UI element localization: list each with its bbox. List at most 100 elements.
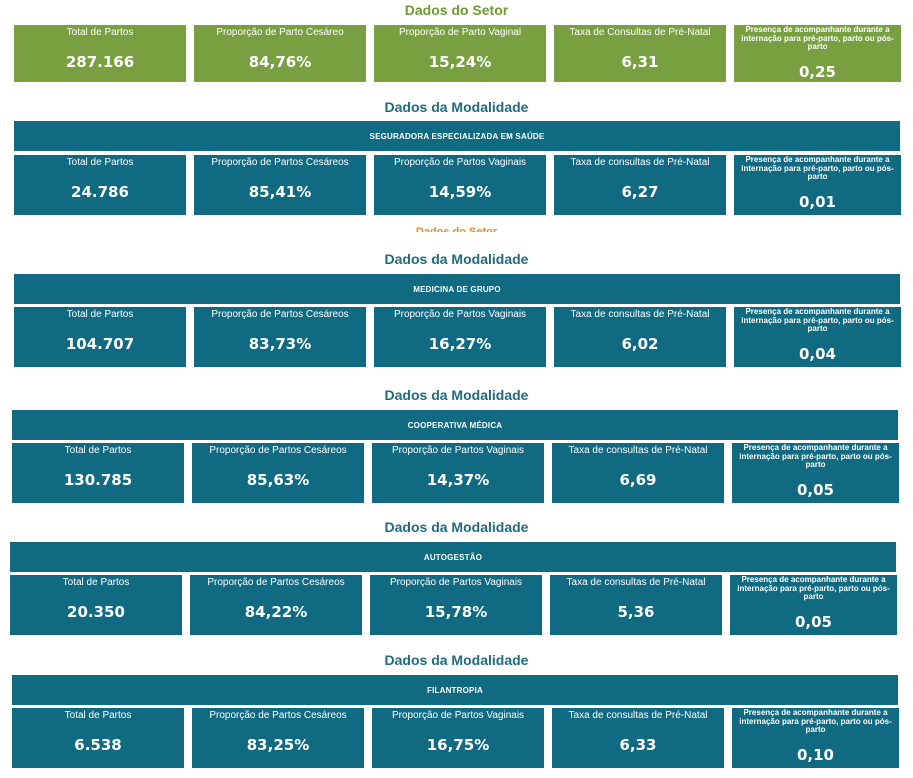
setor-card-total-partos: Total de Partos 287.166 [14,25,186,82]
card-label: Proporção de Partos Vaginais [393,157,527,168]
card-value: 20.350 [67,603,125,621]
medgrupo-card-cesareos: Proporção de Partos Cesáreos 83,73% [194,307,366,367]
autogestao-card-cesareos: Proporção de Partos Cesáreos 84,22% [190,575,362,635]
seguradora-card-vaginais: Proporção de Partos Vaginais 14,59% [374,155,546,215]
seguradora-card-prenatal: Taxa de consultas de Pré-Natal 6,27 [554,155,726,215]
setor-card-prenatal: Taxa de Consultas de Pré-Natal 6,31 [554,25,726,82]
card-value: 14,59% [428,183,492,201]
autogestao-card-prenatal: Taxa de consultas de Pré-Natal 5,36 [550,575,722,635]
card-value: 14,37% [426,471,490,489]
modalidade-band-medicina-grupo: MEDICINA DE GRUPO [14,274,900,304]
modalidade-band-filantropia: FILANTROPIA [12,675,898,705]
seguradora-card-total-partos: Total de Partos 24.786 [14,155,186,215]
card-label: Total de Partos [66,309,134,320]
card-value: 0,10 [796,746,834,764]
card-label: Presença de acompanhante durante a inter… [741,308,894,333]
card-label: Total de Partos [66,157,134,168]
modalidade-title: Dados da Modalidade [384,387,529,403]
card-value: 15,78% [424,603,488,621]
setor-card-acompanhante: Presença de acompanhante durante a inter… [734,25,901,82]
card-label: Proporção de Partos Vaginais [393,309,527,320]
ghost-title-clipped: Dados do Setor [415,226,498,232]
medgrupo-card-total-partos: Total de Partos 104.707 [14,307,186,367]
card-label: Taxa de consultas de Pré-Natal [566,577,706,588]
modalidade-title: Dados da Modalidade [384,519,529,535]
card-label: Presença de acompanhante durante a inter… [741,26,894,51]
card-value: 6,31 [621,53,659,71]
card-label: Total de Partos [64,445,132,456]
card-label: Proporção de Parto Cesáreo [216,27,344,38]
filantropia-card-vaginais: Proporção de Partos Vaginais 16,75% [372,708,544,768]
card-value: 0,25 [798,63,836,81]
card-value: 84,22% [244,603,308,621]
card-value: 6,69 [619,471,657,489]
card-value: 85,41% [248,183,312,201]
filantropia-card-total-partos: Total de Partos 6.538 [12,708,184,768]
card-value: 0,05 [794,613,832,631]
cooperativa-card-prenatal: Taxa de consultas de Pré-Natal 6,69 [552,443,724,503]
filantropia-card-prenatal: Taxa de consultas de Pré-Natal 6,33 [552,708,724,768]
card-value: 15,24% [428,53,492,71]
card-label: Proporção de Partos Cesáreos [211,309,349,320]
medgrupo-card-vaginais: Proporção de Partos Vaginais 16,27% [374,307,546,367]
card-label: Proporção de Partos Cesáreos [209,445,347,456]
setor-card-cesareo: Proporção de Parto Cesáreo 84,76% [194,25,366,82]
autogestao-card-total-partos: Total de Partos 20.350 [10,575,182,635]
card-label: Total de Partos [62,577,130,588]
card-label: Proporção de Partos Cesáreos [209,710,347,721]
card-label: Total de Partos [66,27,134,38]
card-label: Presença de acompanhante durante a inter… [737,576,890,601]
medgrupo-card-prenatal: Taxa de consultas de Pré-Natal 6,02 [554,307,726,367]
card-label: Presença de acompanhante durante a inter… [739,444,892,469]
card-value: 84,76% [248,53,312,71]
autogestao-card-acompanhante: Presença de acompanhante durante a inter… [730,575,897,635]
cooperativa-card-vaginais: Proporção de Partos Vaginais 14,37% [372,443,544,503]
card-value: 6,33 [619,736,657,754]
modalidade-band-cooperativa: COOPERATIVA MÉDICA [12,410,898,440]
card-value: 5,36 [617,603,655,621]
filantropia-card-acompanhante: Presença de acompanhante durante a inter… [732,708,899,768]
card-label: Taxa de consultas de Pré-Natal [570,157,710,168]
card-value: 16,27% [428,335,492,353]
card-value: 0,05 [796,481,834,499]
seguradora-card-cesareos: Proporção de Partos Cesáreos 85,41% [194,155,366,215]
card-value: 16,75% [426,736,490,754]
card-value: 83,25% [246,736,310,754]
setor-title: Dados do Setor [404,2,509,18]
modalidade-title: Dados da Modalidade [384,652,529,668]
modalidade-band-seguradora: SEGURADORA ESPECIALIZADA EM SAÚDE [14,121,900,151]
card-label: Presença de acompanhante durante a inter… [739,709,892,734]
cooperativa-card-total-partos: Total de Partos 130.785 [12,443,184,503]
modalidade-title: Dados da Modalidade [384,99,529,115]
card-value: 0,04 [798,345,836,363]
modalidade-band-autogestao: AUTOGESTÃO [10,542,896,572]
card-value: 104.707 [65,335,135,353]
card-label: Proporção de Partos Cesáreos [211,157,349,168]
seguradora-card-acompanhante: Presença de acompanhante durante a inter… [734,155,901,215]
card-label: Proporção de Partos Vaginais [389,577,523,588]
card-label: Total de Partos [64,710,132,721]
card-label: Taxa de consultas de Pré-Natal [570,309,710,320]
card-label: Proporção de Partos Vaginais [391,710,525,721]
setor-card-vaginal: Proporção de Parto Vaginal 15,24% [374,25,546,82]
cooperativa-card-acompanhante: Presença de acompanhante durante a inter… [732,443,899,503]
cooperativa-card-cesareos: Proporção de Partos Cesáreos 85,63% [192,443,364,503]
modalidade-title: Dados da Modalidade [384,251,529,267]
card-label: Proporção de Parto Vaginal [398,27,522,38]
card-value: 83,73% [248,335,312,353]
card-label: Proporção de Partos Cesáreos [207,577,345,588]
card-value: 6,02 [621,335,659,353]
autogestao-card-vaginais: Proporção de Partos Vaginais 15,78% [370,575,542,635]
card-value: 130.785 [63,471,133,489]
card-value: 6,27 [621,183,659,201]
card-value: 287.166 [65,53,135,71]
card-label: Taxa de consultas de Pré-Natal [568,710,708,721]
card-value: 24.786 [71,183,129,201]
medgrupo-card-acompanhante: Presença de acompanhante durante a inter… [734,307,901,367]
card-value: 0,01 [798,193,836,211]
card-value: 6.538 [74,736,122,754]
card-label: Proporção de Partos Vaginais [391,445,525,456]
card-label: Taxa de Consultas de Pré-Natal [569,27,711,38]
card-label: Taxa de consultas de Pré-Natal [568,445,708,456]
filantropia-card-cesareos: Proporção de Partos Cesáreos 83,25% [192,708,364,768]
